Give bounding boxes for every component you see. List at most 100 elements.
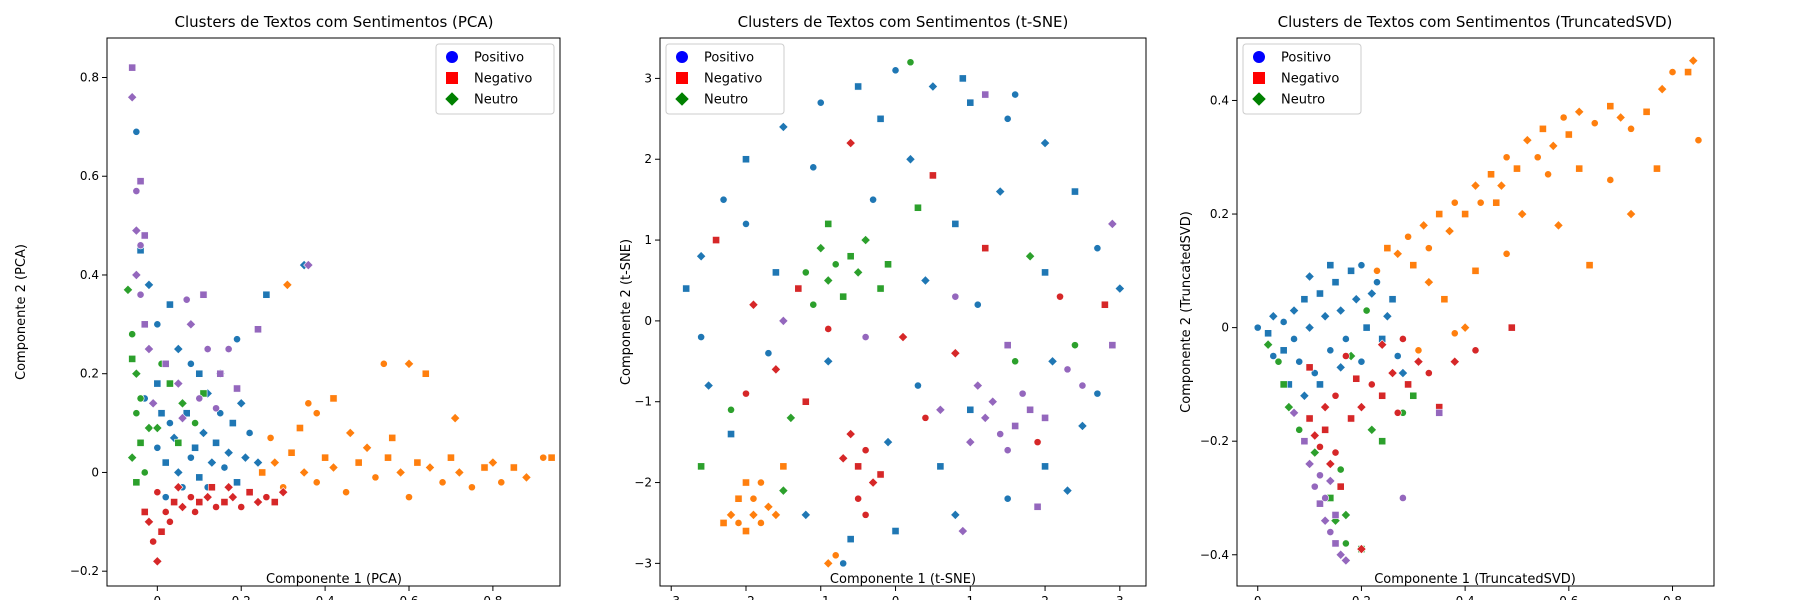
- scatter-point: [1011, 357, 1020, 366]
- scatter-point: [1336, 465, 1345, 474]
- scatter-point: [132, 187, 141, 195]
- scatter-point: [127, 92, 138, 103]
- scatter-point: [1003, 341, 1012, 350]
- scatter-point: [914, 381, 922, 390]
- scatter-point: [132, 409, 141, 418]
- y-axis-label: Componente 2 (PCA): [14, 244, 29, 380]
- scatter-point: [1321, 425, 1330, 434]
- scatter-point: [800, 509, 811, 520]
- scatter-point: [876, 470, 885, 479]
- scatter-point: [1300, 437, 1309, 446]
- scatter-point: [224, 345, 233, 353]
- scatter-point: [438, 478, 447, 487]
- scatter-point: [1033, 438, 1042, 447]
- scatter-point: [1341, 352, 1350, 360]
- scatter-point: [1357, 261, 1366, 270]
- scatter-point: [742, 155, 750, 164]
- scatter-point: [1331, 278, 1340, 287]
- scatter-point: [1585, 261, 1594, 270]
- scatter-point: [1399, 335, 1407, 343]
- scatter-point: [1279, 380, 1288, 389]
- x-ticks: −3 −2 −1 0 1 2 3: [662, 586, 1124, 600]
- legend-marker-square: [676, 72, 688, 84]
- scatter-point: [1574, 106, 1585, 117]
- scatter-point: [1325, 458, 1336, 470]
- scatter-point: [245, 488, 254, 497]
- scatter-point: [421, 369, 430, 378]
- scatter-point: [1507, 323, 1516, 332]
- scatter-point: [1362, 306, 1371, 315]
- scatter-point: [1471, 266, 1480, 275]
- scatter-point: [1041, 462, 1049, 471]
- scatter-point: [1336, 482, 1345, 491]
- scatter-point: [1340, 555, 1351, 566]
- scatter-point: [1300, 295, 1309, 304]
- scatter-point: [388, 433, 397, 442]
- y-tick-label: 0: [1221, 321, 1229, 335]
- scatter-point: [697, 333, 706, 341]
- scatter-point: [1331, 511, 1340, 519]
- scatter-point: [136, 394, 145, 403]
- scatter-point: [252, 457, 264, 468]
- scatter-point: [794, 284, 803, 293]
- scatter-point: [185, 319, 196, 330]
- scatter-point: [157, 409, 166, 418]
- scatter-point: [891, 66, 900, 75]
- scatter-point: [1326, 346, 1335, 355]
- scatter-point: [1424, 369, 1433, 377]
- scatter-point: [312, 409, 321, 418]
- scatter-point: [128, 63, 137, 72]
- scatter-point: [1341, 335, 1350, 343]
- scatter-point: [1018, 389, 1027, 398]
- scatter-point: [254, 325, 262, 334]
- scatter-point: [1026, 405, 1035, 414]
- scatter-point: [236, 398, 247, 409]
- scatter-point: [342, 488, 350, 497]
- scatter-point: [927, 81, 939, 92]
- scatter-point: [1559, 113, 1568, 122]
- scatter-point: [212, 503, 220, 511]
- points-layer: [682, 58, 1125, 569]
- y-tick-label: 0.2: [80, 367, 99, 381]
- subplot-truncatedsvd: Clusters de Textos com Sentimentos (Trun…: [1179, 13, 1715, 600]
- scatter-point: [1461, 210, 1470, 218]
- scatter-point: [136, 177, 145, 186]
- scatter-point: [1041, 268, 1049, 277]
- chart-title: Clusters de Textos com Sentimentos (t-SN…: [738, 13, 1069, 31]
- scatter-point: [1668, 68, 1677, 76]
- x-axis-label: Componente 1 (t-SNE): [830, 572, 976, 587]
- scatter-point: [1564, 130, 1573, 139]
- scatter-point: [809, 300, 818, 309]
- scatter-point: [1263, 339, 1274, 350]
- y-tick-label: 0.8: [80, 70, 99, 84]
- scatter-point: [1378, 391, 1387, 400]
- scatter-point: [287, 448, 296, 457]
- legend-marker-circle: [1253, 51, 1265, 63]
- scatter-point: [1320, 515, 1331, 526]
- scatter-point: [270, 498, 279, 506]
- scatter-point: [845, 428, 856, 440]
- scatter-point: [1107, 218, 1118, 230]
- scatter-point: [973, 300, 982, 309]
- scatter-point: [131, 269, 142, 281]
- scatter-point: [1356, 402, 1367, 413]
- scatter-point: [1011, 422, 1020, 430]
- scatter-point: [1114, 283, 1125, 294]
- scatter-point: [876, 284, 885, 293]
- scatter-point: [831, 260, 840, 269]
- scatter-point: [1392, 248, 1403, 259]
- scatter-point: [809, 163, 818, 172]
- scatter-point: [143, 279, 155, 290]
- scatter-point: [153, 488, 162, 497]
- x-axis-label: Componente 1 (TruncatedSVD): [1374, 572, 1576, 587]
- scatter-point: [1684, 68, 1692, 76]
- scatter-point: [354, 458, 363, 467]
- scatter-point: [497, 478, 506, 487]
- scatter-point: [454, 467, 465, 478]
- scatter-point: [1357, 357, 1366, 366]
- scatter-point: [1377, 339, 1388, 350]
- scatter-point: [891, 527, 900, 535]
- x-axis-label: Componente 1 (PCA): [266, 572, 402, 587]
- scatter-point: [143, 422, 155, 434]
- scatter-point: [131, 225, 142, 236]
